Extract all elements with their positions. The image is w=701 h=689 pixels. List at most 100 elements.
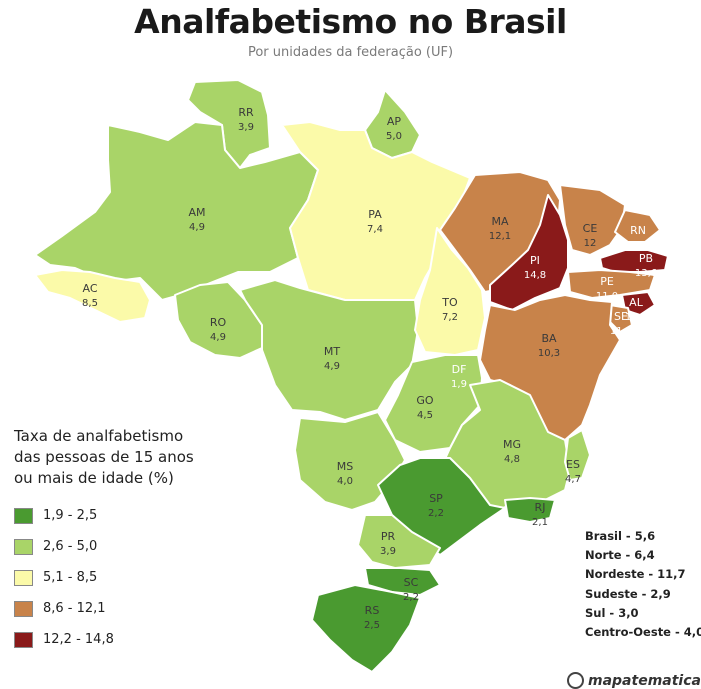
legend-title: Taxa de analfabetismo das pessoas de 15 …	[14, 426, 234, 489]
state-code-label: AL	[629, 296, 644, 309]
region-rate: Centro-Oeste - 4,0	[585, 625, 701, 640]
state-code-label: GO	[416, 394, 434, 407]
state-am	[34, 121, 319, 301]
state-value-label: 4,9	[324, 361, 340, 372]
state-code-label: RR	[238, 106, 254, 119]
state-ce	[559, 184, 626, 256]
state-code-label: BA	[541, 332, 557, 345]
state-pe	[567, 269, 656, 299]
state-code-label: PI	[530, 254, 540, 267]
state-code-label: RS	[365, 604, 380, 617]
state-value-label: 8,5	[82, 298, 98, 309]
legend-item: 5,1 - 8,5	[14, 562, 114, 593]
state-code-label: MG	[503, 438, 521, 451]
legend: 1,9 - 2,5 2,6 - 5,0 5,1 - 8,5 8,6 - 12,1…	[14, 500, 114, 655]
state-value-label: 12	[584, 238, 597, 249]
legend-title-line: ou mais de idade (%)	[14, 469, 174, 487]
map-subtitle: Por unidades da federação (UF)	[247, 45, 454, 60]
state-code-label: RJ	[535, 501, 546, 514]
legend-swatch	[14, 600, 33, 617]
legend-swatch	[14, 507, 33, 524]
state-rs	[311, 584, 421, 673]
legend-item: 2,6 - 5,0	[14, 531, 114, 562]
legend-swatch	[14, 538, 33, 555]
state-value-label: 7,2	[442, 312, 458, 323]
state-code-label: RN	[630, 224, 646, 237]
state-es	[564, 429, 591, 481]
region-rate: Brasil - 5,6	[585, 529, 656, 543]
region-rate: Sudeste - 2,9	[585, 586, 671, 601]
legend-label: 8,6 - 12,1	[43, 601, 106, 616]
state-value-label: 12,1	[489, 231, 511, 242]
state-code-label: CE	[583, 222, 598, 235]
state-rn	[614, 209, 661, 243]
state-value-label: 4,9	[189, 222, 205, 233]
state-code-label: MT	[324, 345, 340, 358]
state-value-label: 2,1	[532, 517, 548, 528]
legend-label: 2,6 - 5,0	[43, 539, 98, 554]
state-code-label: AC	[82, 282, 97, 295]
region-rates: Brasil - 5,6 Norte - 6,4 Nordeste - 11,7…	[585, 527, 701, 642]
state-code-label: SE	[614, 310, 628, 323]
state-value-label: 13,6	[635, 268, 657, 279]
legend-label: 1,9 - 2,5	[43, 508, 98, 523]
legend-item: 1,9 - 2,5	[14, 500, 114, 531]
state-code-label: RO	[210, 316, 227, 329]
legend-label: 5,1 - 8,5	[43, 570, 98, 585]
state-value-label: 4,0	[337, 476, 353, 487]
state-ac	[34, 269, 151, 323]
state-value-label: 5,0	[386, 131, 402, 142]
map-title: Analfabetismo no Brasil	[134, 2, 567, 41]
state-value-label: 14,4	[625, 312, 647, 323]
state-code-label: PR	[381, 530, 396, 543]
state-value-label: 1,9	[451, 379, 467, 390]
state-pb	[599, 249, 669, 273]
state-value-label: 11,0	[596, 291, 618, 302]
state-value-label: 4,7	[565, 474, 581, 485]
state-value-label: 3,9	[238, 122, 254, 133]
state-value-label: 7,4	[367, 224, 383, 235]
legend-swatch	[14, 631, 33, 648]
legend-title-line: Taxa de analfabetismo	[14, 427, 184, 445]
state-code-label: SP	[429, 492, 443, 505]
brand-logo: mapatematica	[567, 672, 701, 689]
state-code-label: ES	[566, 458, 580, 471]
state-ba	[479, 294, 621, 441]
state-value-label: 10,3	[538, 348, 560, 359]
legend-label: 12,2 - 14,8	[43, 632, 114, 647]
region-rate: Sul - 3,0	[585, 605, 639, 620]
state-value-label: 11,7	[610, 326, 632, 337]
legend-title-line: das pessoas de 15 anos	[14, 448, 194, 466]
state-value-label: 10,5	[627, 240, 649, 251]
state-mt	[239, 279, 419, 421]
legend-swatch	[14, 569, 33, 586]
state-code-label: SC	[404, 576, 419, 589]
state-rj	[504, 497, 556, 523]
state-code-label: TO	[441, 296, 458, 309]
region-rate: Norte - 6,4	[585, 548, 655, 563]
state-value-label: 14,8	[524, 270, 546, 281]
legend-item: 12,2 - 14,8	[14, 624, 114, 655]
state-code-label: AP	[387, 115, 402, 128]
state-code-label: MS	[337, 460, 353, 473]
state-code-label: PE	[600, 275, 614, 288]
state-value-label: 4,9	[210, 332, 226, 343]
state-value-label: 2,5	[364, 620, 380, 631]
brand-name: mapatematica	[588, 672, 701, 689]
region-rate: Nordeste - 11,7	[585, 567, 686, 582]
state-pr	[357, 514, 441, 569]
state-value-label: 4,5	[417, 410, 433, 421]
state-value-label: 3,9	[380, 546, 396, 557]
state-code-label: PA	[368, 208, 382, 221]
state-code-label: PB	[639, 252, 653, 265]
state-code-label: AM	[188, 206, 205, 219]
state-value-label: 2,2	[428, 508, 444, 519]
state-rr	[187, 79, 271, 169]
globe-icon	[567, 672, 584, 689]
state-code-label: MA	[491, 215, 508, 228]
state-sc	[364, 567, 441, 596]
state-value-label: 4,8	[504, 454, 520, 465]
state-code-label: DF	[452, 363, 467, 376]
state-value-label: 2,2	[403, 592, 419, 603]
